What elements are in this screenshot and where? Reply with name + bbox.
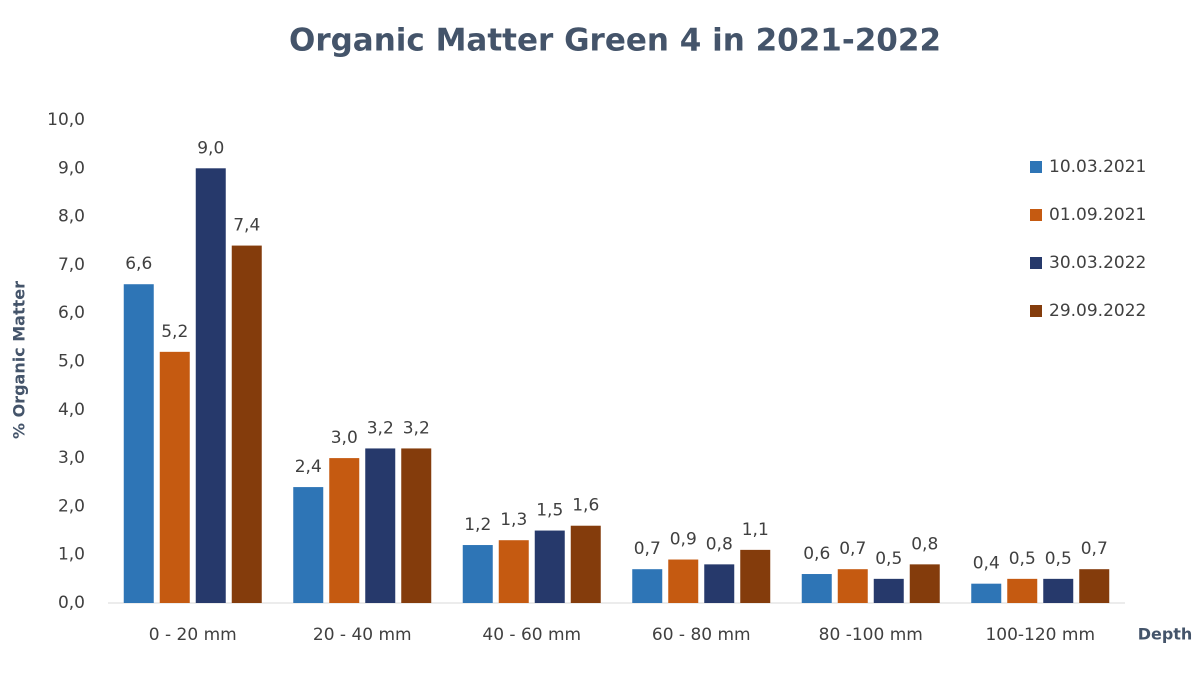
x-tick-label: 60 - 80 mm — [652, 625, 751, 645]
value-label: 6,6 — [125, 254, 152, 274]
value-label: 7,4 — [233, 216, 260, 236]
value-label: 0,7 — [1081, 539, 1108, 559]
value-label: 9,0 — [197, 138, 224, 158]
bar — [1007, 578, 1038, 603]
bar — [1079, 569, 1110, 603]
y-tick-label: 1,0 — [58, 545, 85, 565]
y-tick-label: 2,0 — [58, 496, 85, 516]
y-tick-label: 6,0 — [58, 303, 85, 323]
x-tick-label: 100-120 mm — [985, 625, 1095, 645]
value-label: 0,8 — [706, 534, 733, 554]
bar — [801, 574, 832, 603]
value-label: 0,5 — [1009, 549, 1036, 569]
value-label: 3,2 — [403, 418, 430, 438]
legend-label: 29.09.2022 — [1049, 301, 1146, 321]
y-tick-label: 4,0 — [58, 400, 85, 420]
x-tick-label: 80 -100 mm — [819, 625, 923, 645]
value-label: 1,6 — [572, 496, 599, 516]
bar — [401, 448, 432, 603]
y-tick-label: 7,0 — [58, 255, 85, 275]
value-label: 0,5 — [875, 549, 902, 569]
legend-swatch — [1030, 209, 1042, 221]
legend-label: 01.09.2021 — [1049, 205, 1146, 225]
x-tick-label: 40 - 60 mm — [482, 625, 581, 645]
legend-swatch — [1030, 257, 1042, 269]
value-label: 3,2 — [367, 418, 394, 438]
bar — [1043, 578, 1074, 603]
value-label: 0,7 — [839, 539, 866, 559]
bar — [534, 530, 565, 603]
legend-label: 10.03.2021 — [1049, 157, 1146, 177]
value-label: 5,2 — [161, 322, 188, 342]
bar — [971, 583, 1002, 603]
value-label: 0,4 — [973, 554, 1000, 574]
legend-label: 30.03.2022 — [1049, 253, 1146, 273]
y-tick-label: 0,0 — [58, 593, 85, 613]
y-tick-label: 8,0 — [58, 207, 85, 227]
value-label: 0,7 — [634, 539, 661, 559]
bar — [632, 569, 663, 603]
value-label: 0,5 — [1045, 549, 1072, 569]
chart-title: Organic Matter Green 4 in 2021-2022 — [289, 23, 941, 59]
bar — [329, 458, 360, 603]
y-tick-label: 9,0 — [58, 158, 85, 178]
x-tick-label: 20 - 40 mm — [313, 625, 412, 645]
bar — [668, 559, 699, 603]
bar — [195, 168, 226, 604]
value-label: 0,9 — [670, 530, 697, 550]
value-label: 3,0 — [331, 428, 358, 448]
bar — [704, 564, 735, 603]
bar — [837, 569, 868, 603]
value-label: 2,4 — [295, 457, 322, 477]
y-axis-title: % Organic Matter — [10, 281, 29, 439]
legend-swatch — [1030, 305, 1042, 317]
y-tick-label: 10,0 — [47, 110, 85, 130]
legend-swatch — [1030, 161, 1042, 173]
x-tick-label: 0 - 20 mm — [149, 625, 237, 645]
bar — [909, 564, 940, 603]
bar — [498, 540, 529, 603]
bar — [293, 487, 324, 603]
x-axis-title: Depth — [1138, 625, 1193, 644]
bar — [365, 448, 396, 603]
value-label: 1,5 — [536, 501, 563, 521]
value-label: 1,2 — [464, 515, 491, 535]
y-tick-label: 3,0 — [58, 448, 85, 468]
y-tick-label: 5,0 — [58, 352, 85, 372]
value-label: 1,3 — [500, 510, 527, 530]
bar — [740, 549, 771, 603]
value-label: 1,1 — [742, 520, 769, 540]
bar — [873, 578, 904, 603]
bar — [570, 525, 601, 603]
bar — [159, 351, 190, 603]
value-label: 0,8 — [911, 534, 938, 554]
bar — [462, 545, 493, 603]
bar — [123, 284, 154, 603]
bar — [231, 245, 262, 603]
value-label: 0,6 — [803, 544, 830, 564]
